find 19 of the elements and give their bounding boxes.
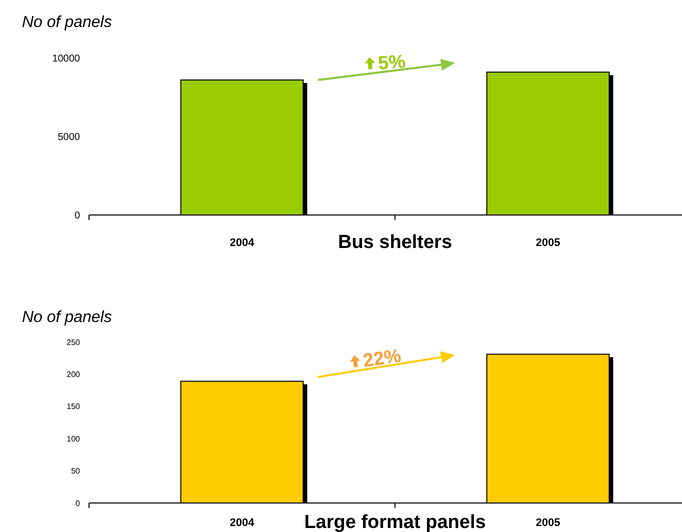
- y-tick-label: 0: [74, 210, 80, 222]
- y-tick-label: 100: [66, 434, 81, 444]
- y-tick-label: 150: [66, 402, 81, 412]
- y-tick-label: 250: [66, 338, 81, 347]
- x-tick-label: 2005: [536, 517, 560, 529]
- y-tick-label: 0: [76, 498, 81, 508]
- y-tick-label: 10000: [52, 54, 80, 64]
- annotation: 22%: [362, 346, 403, 372]
- x-tick-label: 2004: [230, 517, 256, 529]
- annotation: 5%: [377, 52, 406, 75]
- y-tick-label: 5000: [58, 132, 80, 143]
- y-axis-title: No of panels: [22, 309, 112, 326]
- x-tick-label: 2004: [230, 237, 256, 249]
- x-axis-title: Large format panels: [304, 512, 486, 532]
- x-axis-title: Bus shelters: [338, 232, 452, 253]
- y-tick-label: 50: [71, 466, 81, 476]
- y-axis-title: No of panels: [22, 14, 112, 31]
- x-tick-label: 2005: [536, 237, 560, 249]
- y-tick-label: 200: [66, 370, 81, 379]
